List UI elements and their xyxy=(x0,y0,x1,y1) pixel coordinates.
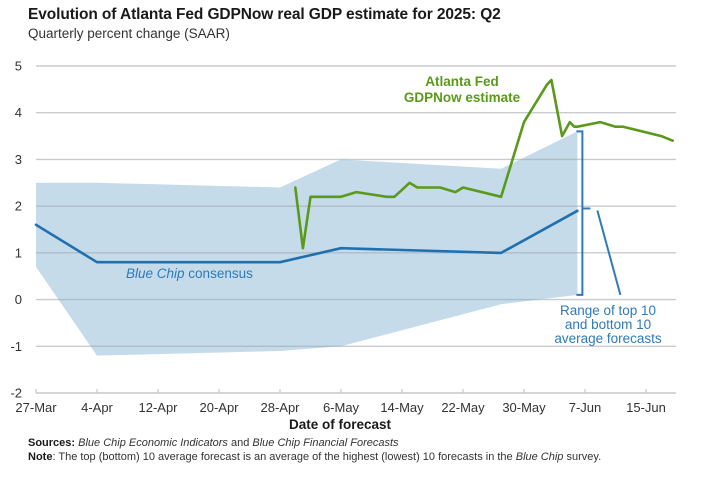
range-leader-line xyxy=(596,210,622,296)
source-2: Blue Chip Financial Forecasts xyxy=(252,437,399,449)
y-axis: 5 4 3 2 1 0 -1 -2 xyxy=(10,59,22,401)
footer-notes: Sources: Blue Chip Economic Indicators a… xyxy=(28,436,698,464)
chart-title: Evolution of Atlanta Fed GDPNow real GDP… xyxy=(28,6,501,23)
y-tick-label: 5 xyxy=(15,59,22,74)
y-tick-label: 0 xyxy=(15,292,22,307)
note-line: Note: The top (bottom) 10 average foreca… xyxy=(28,450,698,464)
note-italic: Blue Chip xyxy=(515,451,564,463)
source-1: Blue Chip Economic Indicators xyxy=(78,437,228,449)
range-annotation-line3: average forecasts xyxy=(554,331,662,346)
x-axis-title: Date of forecast xyxy=(289,417,392,432)
range-bracket-line xyxy=(576,130,584,296)
bluechip-annotation-rest: consensus xyxy=(185,266,254,281)
range-bracket xyxy=(576,130,622,296)
sources-line: Sources: Blue Chip Economic Indicators a… xyxy=(28,436,698,450)
series-layer xyxy=(34,78,674,264)
bluechip-annotation-italic: Blue Chip xyxy=(126,266,185,281)
x-tick-label: 30-May xyxy=(502,400,546,415)
y-tick-label: 2 xyxy=(15,199,22,214)
range-annotation-line2: and bottom 10 xyxy=(565,317,651,332)
y-tick-label: -2 xyxy=(10,386,22,401)
x-tick-label: 6-May xyxy=(323,400,360,415)
grid-layer xyxy=(36,65,676,347)
x-tick-label: 27-Mar xyxy=(15,400,57,415)
range-annotation-line1: Range of top 10 xyxy=(560,303,656,318)
gdpnow-annotation-line2: GDPNow estimate xyxy=(404,90,521,105)
x-tick-label: 20-Apr xyxy=(199,400,239,415)
note-text-1: : The top (bottom) 10 average forecast i… xyxy=(52,451,516,463)
y-tick-label: -1 xyxy=(10,339,22,354)
band-layer xyxy=(36,131,578,356)
atlanta-fed-gdpnow-estimate-line xyxy=(294,78,674,250)
sources-label: Sources: xyxy=(28,437,76,449)
blue-chip-consensus-line xyxy=(34,209,579,264)
note-text-2: survey. xyxy=(563,451,602,463)
y-tick-label: 3 xyxy=(15,152,22,167)
x-tick-label: 15-Jun xyxy=(626,400,666,415)
x-axis: 27-Mar 4-Apr 12-Apr 20-Apr 28-Apr 6-May 14-May… xyxy=(15,389,676,415)
sources-and: and xyxy=(227,437,253,449)
forecast-range-band xyxy=(36,131,578,356)
gdpnow-annotation-line1: Atlanta Fed xyxy=(425,74,499,89)
note-label: Note xyxy=(28,451,53,463)
x-tick-label: 14-May xyxy=(380,400,424,415)
x-tick-label: 28-Apr xyxy=(260,400,300,415)
y-tick-label: 1 xyxy=(15,245,22,260)
chart-svg: 5 4 3 2 1 0 -1 -2 27-Mar 4-Apr 12-Apr 20-Apr 28-Apr… xyxy=(10,59,676,432)
chart-subtitle: Quarterly percent change (SAAR) xyxy=(28,26,230,41)
annotations: Atlanta Fed GDPNow estimate Blue Chip co… xyxy=(126,74,662,346)
x-tick-label: 4-Apr xyxy=(81,400,113,415)
x-tick-label: 7-Jun xyxy=(569,400,602,415)
bluechip-annotation: Blue Chip consensus xyxy=(126,266,253,281)
y-tick-label: 4 xyxy=(15,105,22,120)
x-tick-label: 12-Apr xyxy=(138,400,178,415)
x-tick-label: 22-May xyxy=(441,400,485,415)
